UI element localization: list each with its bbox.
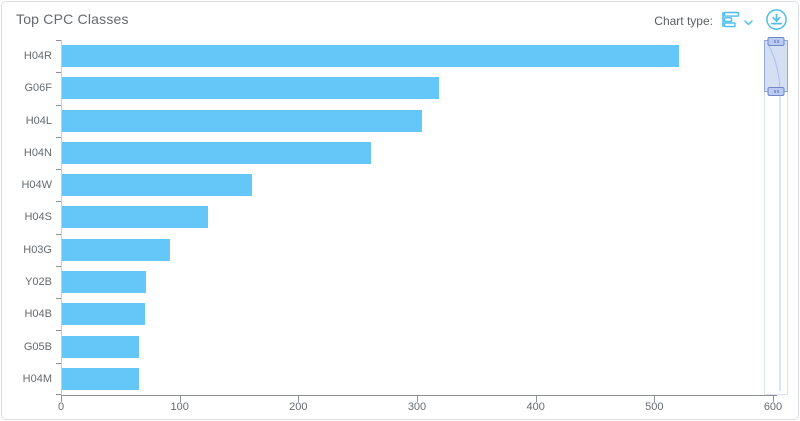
x-tick bbox=[179, 396, 181, 402]
bar-row: H03G bbox=[23, 234, 777, 266]
category-label: H04N bbox=[23, 146, 52, 159]
bar-Y02B[interactable] bbox=[62, 271, 147, 294]
bar-H04N[interactable] bbox=[62, 141, 371, 164]
bar-row: H04L bbox=[26, 105, 777, 137]
y-tick bbox=[56, 201, 61, 203]
scrollbar-selection[interactable] bbox=[764, 37, 788, 96]
header-controls: Chart type: bbox=[654, 8, 788, 34]
chevron-down-icon bbox=[744, 14, 753, 29]
bar-H04B[interactable] bbox=[62, 303, 146, 326]
y-tick bbox=[56, 265, 61, 267]
x-tick-label: 600 bbox=[763, 401, 783, 413]
category-label: H04R bbox=[23, 50, 52, 63]
x-tick-label: 100 bbox=[170, 401, 189, 413]
category-label: H04M bbox=[22, 372, 52, 385]
y-axis-line bbox=[61, 40, 62, 395]
bar-row: G05B bbox=[24, 330, 777, 362]
bar-G06F[interactable] bbox=[62, 77, 440, 100]
y-tick bbox=[56, 233, 61, 235]
x-tick bbox=[773, 396, 774, 402]
chart-type-selector[interactable] bbox=[719, 9, 755, 33]
x-tick bbox=[417, 396, 418, 402]
x-tick-label: 0 bbox=[57, 401, 65, 413]
y-tick bbox=[56, 298, 61, 300]
y-tick bbox=[56, 362, 61, 364]
y-tick bbox=[56, 169, 61, 171]
bar-H04R[interactable] bbox=[62, 45, 680, 68]
card-header: Top CPC Classes Chart type: bbox=[2, 2, 798, 40]
vertical-scrollbar-track[interactable] bbox=[764, 37, 788, 395]
bar-row: H04S bbox=[24, 201, 777, 233]
chart-type-label: Chart type: bbox=[654, 14, 713, 28]
y-tick bbox=[56, 136, 61, 138]
bar-row: H04B bbox=[24, 298, 777, 330]
y-tick bbox=[56, 40, 61, 41]
bar-H03G[interactable] bbox=[62, 238, 170, 261]
horizontal-bar-chart-icon bbox=[721, 11, 741, 31]
y-tick bbox=[56, 330, 61, 332]
bar-G05B[interactable] bbox=[62, 335, 140, 358]
x-tick bbox=[535, 396, 537, 402]
bar-row: H04R bbox=[24, 40, 777, 72]
x-tick bbox=[298, 396, 300, 402]
x-tick-label: 200 bbox=[289, 401, 308, 413]
x-tick bbox=[654, 396, 656, 402]
bar-row: G06F bbox=[24, 72, 777, 104]
bar-row: H04W bbox=[21, 169, 777, 201]
scrollbar-handle-top[interactable] bbox=[767, 37, 785, 46]
x-tick bbox=[61, 396, 62, 402]
x-axis-line bbox=[61, 395, 777, 396]
chart-title: Top CPC Classes bbox=[16, 11, 129, 27]
category-label: H04W bbox=[21, 179, 52, 192]
scrollbar-handle-bottom[interactable] bbox=[767, 87, 785, 96]
bar-H04W[interactable] bbox=[62, 174, 252, 197]
category-label: H04L bbox=[25, 114, 52, 127]
y-tick bbox=[56, 104, 61, 106]
bar-H04L[interactable] bbox=[62, 109, 422, 132]
bar-H04M[interactable] bbox=[62, 367, 140, 390]
category-label: H04S bbox=[24, 211, 52, 224]
bar-row: Y02B bbox=[25, 266, 777, 298]
y-tick bbox=[56, 72, 61, 74]
download-icon bbox=[765, 8, 788, 34]
category-label: G06F bbox=[24, 82, 52, 95]
bar-H04S[interactable] bbox=[62, 206, 208, 229]
bar-row: H04N bbox=[24, 137, 777, 169]
category-label: H04B bbox=[24, 308, 52, 321]
category-label: H03G bbox=[23, 243, 52, 256]
download-button[interactable] bbox=[765, 8, 788, 34]
x-tick-label: 500 bbox=[645, 401, 664, 413]
category-label: Y02B bbox=[25, 276, 52, 289]
y-tick bbox=[56, 394, 61, 395]
bar-row: H04M bbox=[23, 363, 777, 395]
plot-area: H04R G06F H04L H04N H04W H04S H03G Y02B H04B G05B… bbox=[21, 40, 782, 413]
category-label: G05B bbox=[23, 340, 52, 353]
x-tick-label: 400 bbox=[526, 401, 545, 413]
x-tick-label: 300 bbox=[407, 401, 427, 413]
